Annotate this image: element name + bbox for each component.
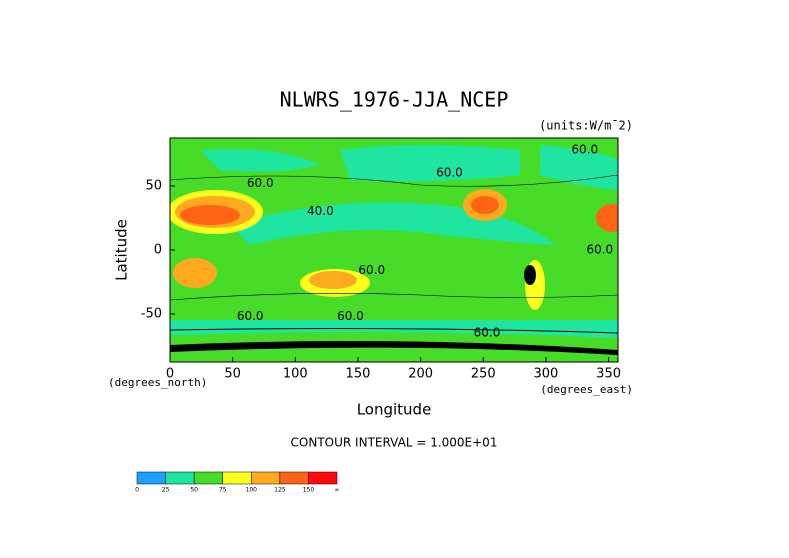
colorbar-label: 25	[162, 487, 170, 494]
contour-label: 60.0	[358, 263, 385, 277]
colorbar-label: ∞	[335, 487, 340, 494]
y-tick-label: 50	[145, 179, 162, 194]
field-region	[540, 145, 618, 190]
colorbar-label: 0	[135, 487, 139, 494]
x-tick-label: 250	[471, 367, 496, 382]
colorbar-swatch	[136, 471, 166, 485]
contour-label: 60.0	[247, 176, 274, 190]
x-tick-label: 0	[166, 367, 174, 382]
colorbar-swatch	[193, 471, 223, 485]
chart-title: NLWRS_1976-JJA_NCEP	[280, 88, 509, 112]
field-region	[180, 205, 240, 225]
field-region	[471, 196, 499, 214]
contour-line	[170, 293, 618, 301]
x-tick-label: 200	[408, 367, 433, 382]
field-region	[309, 271, 357, 289]
field-region	[173, 258, 217, 288]
x-tick-label: 150	[346, 367, 371, 382]
contour-line	[170, 328, 618, 334]
colorbar-label: 150	[303, 487, 315, 494]
x-tick-label: 350	[596, 367, 621, 382]
y-axis-label: Latitude	[113, 219, 131, 281]
field-region	[596, 204, 618, 232]
field-region	[340, 145, 520, 182]
contour-label: 40.0	[307, 204, 334, 218]
x-axis-label: Longitude	[357, 401, 432, 419]
y-tick-label: -50	[141, 307, 162, 322]
contour-label: 60.0	[586, 243, 613, 257]
colorbar-swatch	[251, 471, 281, 485]
colorbar-swatch	[279, 471, 309, 485]
x-unit-label: (degrees_east)	[540, 383, 633, 396]
x-tick-label: 50	[224, 367, 241, 382]
field-region	[170, 341, 618, 355]
x-tick-label: 300	[534, 367, 559, 382]
units-label: (units:W/m¯2)	[539, 119, 633, 133]
y-unit-label: (degrees_north)	[108, 376, 207, 389]
field-region	[524, 265, 536, 285]
contour-line	[170, 174, 618, 187]
y-tick-label: 0	[154, 243, 162, 258]
field-region	[200, 149, 320, 172]
colorbar-swatch	[308, 471, 338, 485]
contour-label: 60.0	[237, 309, 264, 323]
colorbar-label: 125	[274, 487, 286, 494]
contour-label: 60.0	[436, 166, 463, 180]
contour-interval: CONTOUR INTERVAL = 1.000E+01	[291, 436, 498, 450]
colorbar-swatch	[222, 471, 252, 485]
colorbar-label: 50	[190, 487, 198, 494]
contour-label: 60.0	[337, 309, 364, 323]
colorbar-label: 100	[246, 487, 258, 494]
field	[170, 138, 618, 362]
colorbar-label: 75	[219, 487, 227, 494]
contour-label: 60.0	[571, 143, 598, 157]
colorbar-swatch	[165, 471, 195, 485]
contour-label: 60.0	[474, 326, 501, 340]
x-tick-label: 100	[283, 367, 308, 382]
